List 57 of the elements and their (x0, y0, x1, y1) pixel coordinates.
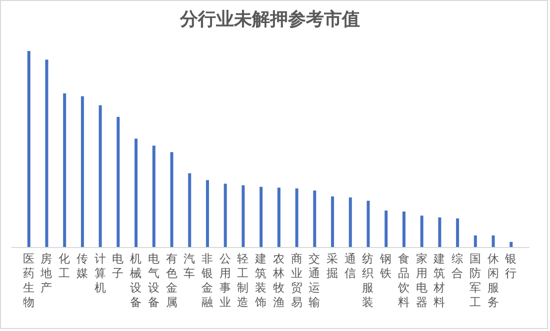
bar (206, 180, 209, 247)
bar (295, 188, 298, 247)
bar (224, 184, 227, 247)
bar (474, 235, 477, 247)
x-tick-label: 综合 (452, 252, 464, 280)
bar (366, 200, 370, 247)
x-tick-label: 建筑材料 (432, 252, 446, 309)
bar (313, 190, 316, 247)
x-tick-label: 机械设备 (130, 252, 142, 309)
bar (384, 210, 388, 247)
x-tick-label: 采掘 (326, 252, 339, 280)
x-tick-label: 传媒 (76, 252, 88, 280)
x-tick-label: 房地产 (40, 252, 53, 294)
bar (80, 96, 84, 247)
bar (242, 185, 245, 247)
x-tick-label: 非银金融 (200, 252, 214, 309)
bar (188, 173, 192, 247)
bar (170, 152, 174, 247)
x-tick-label: 家用电器 (416, 252, 428, 309)
x-tick-label: 食品饮料 (396, 252, 410, 309)
x-tick-label: 电气设备 (148, 252, 160, 309)
x-tick-label: 汽车 (184, 252, 196, 280)
x-tick-label: 纺织服装 (362, 252, 374, 309)
chart-title: 分行业未解押参考市值 (179, 9, 360, 30)
bar (331, 196, 334, 247)
x-tick-label: 钢铁 (379, 252, 392, 280)
x-tick-label: 公用事业 (219, 252, 232, 309)
x-tick-label: 有色金属 (166, 252, 178, 309)
bar (98, 105, 102, 247)
x-tick-label: 休闲服务 (487, 252, 500, 309)
bar (438, 217, 442, 247)
x-tick-label: 通信 (344, 252, 356, 280)
bar (492, 235, 495, 247)
bar (134, 138, 138, 247)
x-tick-label: 交通运输 (308, 252, 321, 309)
x-tick-label: 银行 (504, 252, 518, 280)
bar (420, 216, 424, 247)
x-tick-label: 商业贸易 (290, 252, 303, 309)
bar (402, 212, 406, 247)
bar (152, 146, 156, 247)
x-tick-label: 轻工制造 (237, 252, 250, 309)
bar (63, 93, 66, 247)
bar (277, 188, 280, 247)
bar (348, 197, 352, 247)
bar (260, 186, 263, 247)
x-tick-label: 国防军工 (469, 252, 482, 309)
x-tick-label: 计算机 (94, 252, 106, 294)
x-tick-label: 农林牧渔 (272, 252, 285, 309)
x-tick-label: 医药生物 (22, 252, 35, 309)
bar (456, 218, 460, 247)
bar (116, 116, 120, 247)
bar (510, 242, 513, 247)
bar (45, 60, 48, 247)
x-tick-label: 化工 (58, 252, 71, 280)
bar (27, 51, 30, 247)
x-tick-label: 建筑装饰 (254, 252, 268, 309)
x-tick-label: 电子 (112, 252, 124, 280)
